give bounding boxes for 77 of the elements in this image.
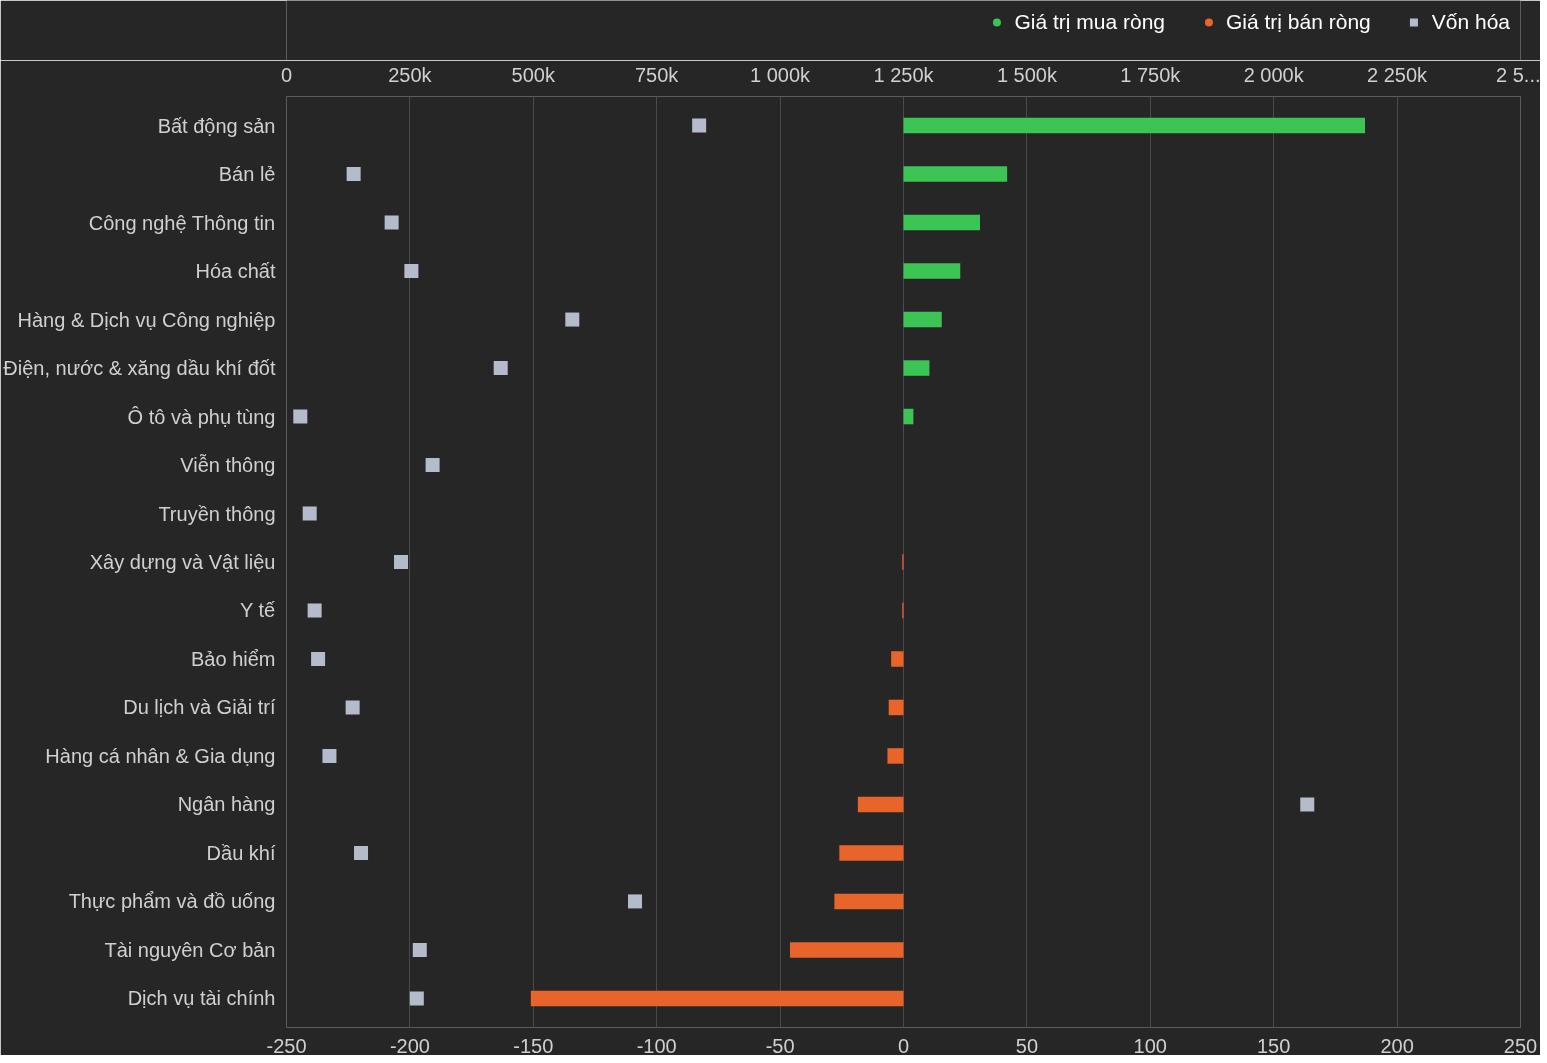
point xyxy=(409,991,424,1006)
y-tick-label: Bán lẻ xyxy=(218,163,276,186)
y-tick-label: Xây dựng và Vật liệu xyxy=(89,551,276,573)
bar xyxy=(888,699,904,716)
y-tick-label: Viễn thông xyxy=(180,454,276,477)
point xyxy=(311,651,326,666)
point xyxy=(692,118,707,133)
bar xyxy=(903,263,961,279)
bar xyxy=(789,942,904,958)
bar xyxy=(903,214,981,231)
legend-label: Giá trị bán ròng xyxy=(1226,10,1371,34)
y-tick-label: Công nghệ Thông tin xyxy=(88,211,276,234)
x2-tick-label: 1 250k xyxy=(873,63,935,86)
y-tick-label: Thực phẩm và đồ uống xyxy=(68,890,276,913)
y-tick-label: Điện, nước & xăng dầu khí đốt xyxy=(3,357,276,380)
point xyxy=(302,506,317,521)
x2-tick-label: 1 750k xyxy=(1120,63,1182,86)
x-tick-label: 250 xyxy=(1503,1034,1538,1057)
point xyxy=(627,894,642,909)
x-tick-label: -50 xyxy=(765,1034,795,1057)
point xyxy=(345,700,360,715)
x-tick-label: 100 xyxy=(1133,1034,1167,1057)
point xyxy=(404,264,419,279)
bar xyxy=(834,893,904,910)
x2-tick-label: 1 000k xyxy=(750,63,812,86)
point xyxy=(384,215,399,230)
bar xyxy=(903,311,942,328)
y-tick-label: Hóa chất xyxy=(195,260,276,283)
x2-tick-label: 2 5... xyxy=(1496,63,1541,86)
y-tick-label: Tài nguyên Cơ bản xyxy=(104,938,276,961)
bar xyxy=(839,845,904,861)
bar xyxy=(891,651,904,667)
bar xyxy=(887,748,904,764)
bar xyxy=(903,360,930,376)
bar xyxy=(903,117,1366,134)
y-tick-label: Bảo hiểm xyxy=(191,647,276,670)
legend-label: Giá trị mua ròng xyxy=(1014,10,1165,34)
x2-tick-label: 250k xyxy=(388,63,433,86)
x-tick-label: -250 xyxy=(266,1034,307,1057)
point xyxy=(293,409,308,424)
x2-tick-label: 1 500k xyxy=(996,63,1058,86)
bar xyxy=(530,990,904,1007)
bar xyxy=(903,166,1008,182)
x2-tick-label: 0 xyxy=(280,63,293,86)
point xyxy=(322,748,337,763)
y-tick-label: Hàng & Dịch vụ Công nghiệp xyxy=(17,308,276,331)
point xyxy=(493,361,508,376)
x2-tick-label: 2 250k xyxy=(1367,63,1429,86)
y-tick-label: Ngân hàng xyxy=(177,793,276,816)
x-tick-label: 150 xyxy=(1257,1034,1291,1057)
legend-label: Vốn hóa xyxy=(1431,10,1510,34)
x-tick-label: -100 xyxy=(636,1034,677,1057)
x-tick-label: -200 xyxy=(389,1034,430,1057)
point xyxy=(394,555,409,569)
x-tick-label: 0 xyxy=(897,1034,910,1057)
x-tick-label: -150 xyxy=(513,1034,554,1057)
point xyxy=(565,312,580,327)
point xyxy=(1300,797,1315,812)
y-tick-label: Dầu khí xyxy=(206,841,276,864)
x-tick-label: 50 xyxy=(1015,1034,1039,1057)
point xyxy=(307,603,322,618)
point xyxy=(354,845,369,860)
point xyxy=(425,458,440,473)
x2-tick-label: 2 000k xyxy=(1243,63,1305,86)
bar xyxy=(857,796,904,813)
y-tick-label: Hàng cá nhân & Gia dụng xyxy=(45,744,276,767)
point xyxy=(412,942,427,957)
y-tick-label: Bất động sản xyxy=(157,114,276,137)
x-tick-label: 200 xyxy=(1380,1034,1414,1057)
point xyxy=(346,167,361,182)
y-tick-label: Du lịch và Giải trí xyxy=(123,696,276,719)
y-tick-label: Truyền thông xyxy=(158,502,276,525)
x2-tick-label: 500k xyxy=(511,63,556,86)
x2-tick-label: 750k xyxy=(635,63,680,86)
y-tick-label: Dịch vụ tài chính xyxy=(127,987,276,1010)
y-tick-label: Ô tô và phụ tùng xyxy=(127,405,276,428)
y-tick-label: Y tế xyxy=(239,599,276,622)
